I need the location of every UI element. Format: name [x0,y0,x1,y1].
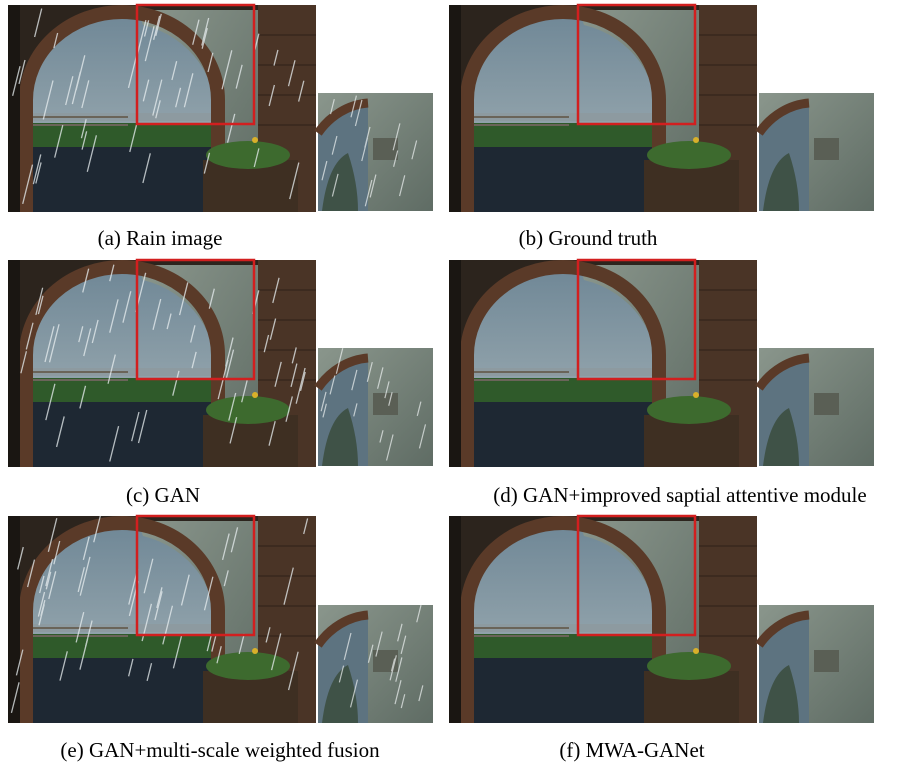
caption: (c) GAN [126,483,200,507]
figure: (a) Rain image (b) Ground truth (c) GAN (d)… [0,0,908,772]
panel: (c) GAN [8,260,433,507]
crop-image [759,93,874,211]
crop-image [318,348,433,466]
crop-image [759,605,874,723]
caption: (b) Ground truth [519,226,658,250]
main-image [8,5,316,212]
main-image [449,5,757,212]
crop-image [759,348,874,466]
caption: (a) Rain image [98,226,223,250]
caption: (e) GAN+multi-scale weighted fusion [60,738,380,762]
panel: (e) GAN+multi-scale weighted fusion [8,516,433,762]
main-image [8,260,316,467]
caption: (f) MWA-GANet [559,738,704,762]
panel: (d) GAN+improved saptial attentive modul… [449,260,874,507]
panel: (f) MWA-GANet [449,516,874,762]
crop-image [318,605,433,723]
panel: (b) Ground truth [449,5,874,250]
crop-image [318,93,433,211]
panel: (a) Rain image [8,5,433,250]
caption: (d) GAN+improved saptial attentive modul… [493,483,866,507]
main-image [449,260,757,467]
main-image [449,516,757,723]
main-image [8,516,316,723]
